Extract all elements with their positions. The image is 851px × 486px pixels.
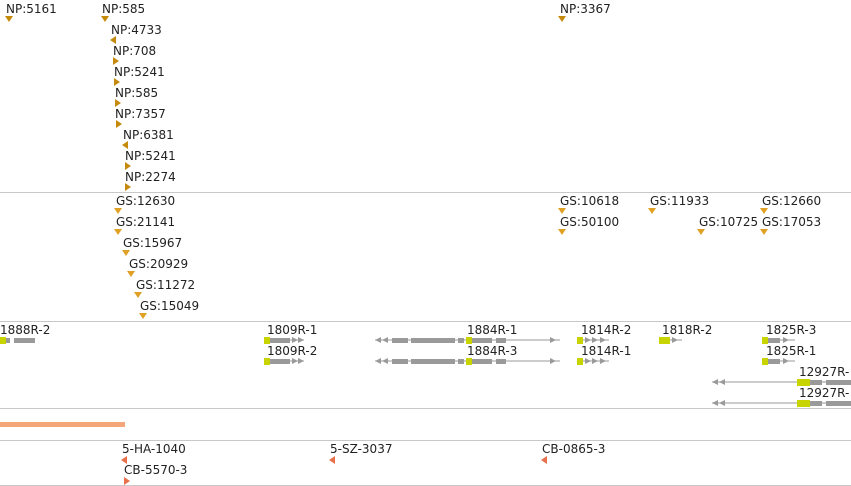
sample-marker-icon[interactable] (124, 477, 130, 485)
gene-models (0, 337, 851, 407)
gs-marker-icon[interactable] (697, 229, 705, 235)
sample-marker-icon[interactable] (329, 456, 335, 464)
gene-model[interactable] (375, 337, 560, 344)
np-marker-icon[interactable] (110, 36, 116, 44)
gs-marker-icon[interactable] (648, 208, 656, 214)
gs-marker-icon[interactable] (760, 229, 768, 235)
np-label[interactable]: NP:3367 (560, 2, 611, 16)
gene-label[interactable]: 1825R-1 (766, 344, 817, 358)
np-label[interactable]: NP:7357 (115, 107, 166, 121)
gene-model[interactable] (577, 358, 609, 365)
gene-model[interactable] (264, 337, 304, 344)
gene-model[interactable] (375, 358, 560, 365)
gene-model[interactable] (0, 337, 35, 344)
gs-label[interactable]: GS:12630 (116, 194, 176, 208)
gs-label[interactable]: GS:10725 (699, 215, 759, 229)
coverage-track (0, 409, 851, 440)
sample-label[interactable]: CB-5570-3 (124, 463, 188, 477)
gene-label[interactable]: 12927R- (799, 365, 850, 379)
track-divider (0, 321, 851, 322)
gene-model[interactable] (659, 337, 682, 344)
gs-marker-icon[interactable] (558, 208, 566, 214)
coverage-bar[interactable] (0, 422, 125, 427)
gene-model[interactable] (712, 400, 851, 407)
gs-marker-icon[interactable] (114, 229, 122, 235)
gene-label[interactable]: 1884R-3 (467, 344, 518, 358)
np-marker-icon[interactable] (115, 99, 121, 107)
np-marker-icon[interactable] (558, 16, 566, 22)
np-label[interactable]: NP:5241 (114, 65, 165, 79)
sample-marker-icon[interactable] (541, 456, 547, 464)
np-marker-icon[interactable] (113, 57, 119, 65)
np-track: NP:5161 NP:585 NP:4733 NP:708 NP:5241 NP… (0, 0, 851, 192)
np-marker-icon[interactable] (5, 16, 13, 22)
gene-model[interactable] (762, 358, 795, 365)
np-label[interactable]: NP:585 (102, 2, 146, 16)
np-marker-icon[interactable] (114, 78, 120, 86)
gs-label[interactable]: GS:17053 (762, 215, 822, 229)
np-marker-icon[interactable] (116, 120, 122, 128)
gene-label[interactable]: 1809R-1 (267, 323, 318, 337)
gs-label[interactable]: GS:15967 (123, 236, 183, 250)
sample-label[interactable]: CB-0865-3 (542, 442, 606, 456)
track-divider (0, 192, 851, 193)
np-label[interactable]: NP:585 (115, 86, 159, 100)
gs-marker-icon[interactable] (122, 250, 130, 256)
gs-marker-icon[interactable] (760, 208, 768, 214)
gs-label[interactable]: GS:50100 (560, 215, 620, 229)
gene-label[interactable]: 1814R-2 (581, 323, 632, 337)
gene-label[interactable]: 12927R- (799, 386, 850, 400)
gs-marker-icon[interactable] (558, 229, 566, 235)
track-divider (0, 408, 851, 409)
sample-label[interactable]: 5-SZ-3037 (330, 442, 393, 456)
sample-track: 5-HA-1040 CB-5570-3 5-SZ-3037 CB-0865-3 (0, 441, 851, 485)
gene-label[interactable]: 1809R-2 (267, 344, 318, 358)
gs-track: GS:12630 GS:21141 GS:15967 GS:20929 GS:1… (0, 193, 851, 321)
gene-label[interactable]: 1825R-3 (766, 323, 817, 337)
gene-model[interactable] (712, 379, 851, 386)
sample-label[interactable]: 5-HA-1040 (122, 442, 186, 456)
np-label[interactable]: NP:708 (113, 44, 157, 58)
gene-label[interactable]: 1884R-1 (467, 323, 518, 337)
np-marker-icon[interactable] (122, 141, 128, 149)
gene-label[interactable]: 1814R-1 (581, 344, 632, 358)
gene-model[interactable] (264, 358, 304, 365)
gene-track: 1888R-2 1809R-1 1809R-2 1884R-1 1884R-3 … (0, 322, 851, 408)
track-divider (0, 440, 851, 441)
np-label[interactable]: NP:6381 (123, 128, 174, 142)
gs-marker-icon[interactable] (127, 271, 135, 277)
gs-label[interactable]: GS:10618 (560, 194, 620, 208)
gs-marker-icon[interactable] (114, 208, 122, 214)
np-label[interactable]: NP:5161 (6, 2, 57, 16)
gs-label[interactable]: GS:20929 (129, 257, 189, 271)
gs-label[interactable]: GS:15049 (140, 299, 200, 313)
gs-label[interactable]: GS:11272 (136, 278, 196, 292)
np-marker-icon[interactable] (125, 183, 131, 191)
np-label[interactable]: NP:2274 (125, 170, 176, 184)
np-marker-icon[interactable] (101, 16, 109, 22)
gene-label[interactable]: 1818R-2 (662, 323, 713, 337)
gs-marker-icon[interactable] (139, 313, 147, 319)
gs-label[interactable]: GS:11933 (650, 194, 710, 208)
gene-label[interactable]: 1888R-2 (0, 323, 51, 337)
gene-model[interactable] (577, 337, 609, 344)
np-label[interactable]: NP:5241 (125, 149, 176, 163)
gene-model[interactable] (762, 337, 795, 344)
gs-label[interactable]: GS:12660 (762, 194, 822, 208)
np-label[interactable]: NP:4733 (111, 23, 162, 37)
gs-label[interactable]: GS:21141 (116, 215, 176, 229)
sample-marker-icon[interactable] (121, 456, 127, 464)
np-marker-icon[interactable] (125, 162, 131, 170)
gs-marker-icon[interactable] (134, 292, 142, 298)
